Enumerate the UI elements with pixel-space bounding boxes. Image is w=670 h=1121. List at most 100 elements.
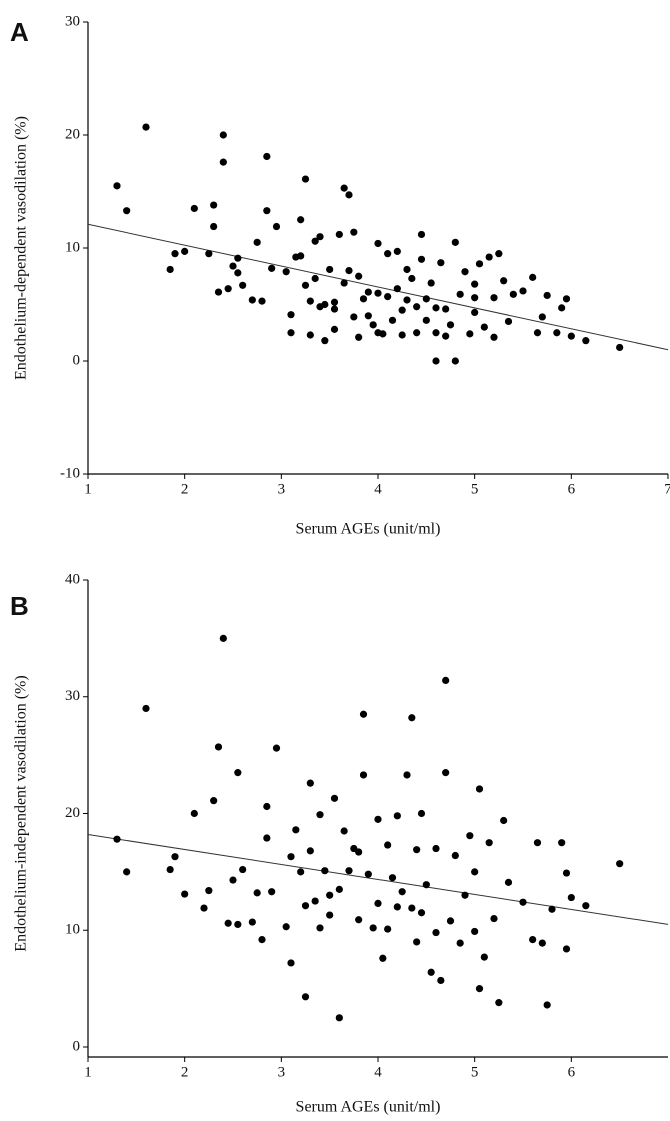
data-point <box>538 313 546 321</box>
data-point <box>562 295 571 303</box>
data-point <box>234 920 242 929</box>
y-axis-title: Endothelium-dependent vasodilation (%) <box>13 116 30 380</box>
data-point <box>282 268 290 276</box>
data-point <box>461 891 469 899</box>
data-point <box>379 954 387 962</box>
data-point <box>471 294 479 302</box>
data-point <box>509 290 517 298</box>
data-point <box>533 329 542 337</box>
data-point <box>558 839 566 847</box>
x-tick-label: 2 <box>181 1064 189 1080</box>
data-point <box>432 844 440 853</box>
data-point <box>234 254 242 262</box>
data-point <box>224 919 232 927</box>
data-point <box>355 272 363 280</box>
data-point <box>451 238 459 246</box>
x-tick-label: 1 <box>84 1064 92 1080</box>
data-point <box>268 264 276 272</box>
data-point <box>306 297 314 305</box>
regression-line <box>87 223 669 351</box>
data-point <box>248 918 256 926</box>
data-point <box>504 878 513 886</box>
data-point <box>388 874 397 882</box>
data-point <box>219 634 227 642</box>
data-point <box>345 867 353 875</box>
panel-label: B <box>10 591 29 621</box>
data-point <box>422 295 430 303</box>
data-point <box>301 902 310 910</box>
data-point <box>500 277 508 285</box>
data-point <box>417 255 426 263</box>
data-point <box>350 313 358 321</box>
data-point <box>529 273 537 281</box>
data-point <box>340 827 348 835</box>
data-point <box>321 300 329 309</box>
data-point <box>316 233 324 241</box>
x-tick-label: 1 <box>84 481 92 497</box>
data-point <box>239 865 247 874</box>
data-point <box>297 868 305 876</box>
data-point <box>321 337 329 345</box>
data-point <box>451 851 459 860</box>
data-point <box>355 333 363 341</box>
data-point <box>451 357 459 365</box>
data-point <box>519 287 527 295</box>
data-point <box>263 152 271 161</box>
data-point <box>210 797 218 805</box>
x-tick-label: 4 <box>374 481 382 497</box>
data-point <box>480 323 488 331</box>
x-tick-label: 3 <box>278 1064 286 1080</box>
x-tick-label: 5 <box>471 481 479 497</box>
data-point <box>408 714 416 722</box>
data-point <box>311 897 319 905</box>
data-point <box>229 876 237 884</box>
data-point <box>166 865 174 874</box>
data-point <box>403 771 411 779</box>
x-tick-label: 6 <box>568 481 576 497</box>
data-point <box>330 298 339 306</box>
x-tick-label: 6 <box>568 1064 576 1080</box>
data-point <box>301 175 310 183</box>
y-axis-title: Endothelium-independent vasodilation (%) <box>13 675 30 951</box>
data-point <box>359 710 368 718</box>
data-point <box>200 904 208 912</box>
data-point <box>582 902 590 910</box>
data-point <box>282 923 290 931</box>
data-point <box>374 289 382 297</box>
data-point <box>471 280 479 288</box>
data-point <box>490 294 498 302</box>
data-point <box>210 222 218 231</box>
data-point <box>475 785 484 793</box>
data-point <box>374 239 382 248</box>
data-point <box>326 891 334 899</box>
data-point <box>214 288 223 296</box>
data-point <box>355 848 363 856</box>
data-point <box>287 311 295 319</box>
data-point <box>403 296 411 304</box>
data-point <box>504 317 513 326</box>
data-point <box>417 230 426 239</box>
data-point <box>456 939 464 947</box>
data-point <box>301 281 310 289</box>
data-point <box>234 769 242 777</box>
data-point <box>330 325 339 333</box>
x-tick-label: 7 <box>664 481 670 497</box>
data-point <box>355 916 363 924</box>
data-point <box>219 131 227 139</box>
data-point <box>210 201 218 209</box>
data-point <box>253 238 261 246</box>
data-point <box>422 316 430 324</box>
data-point <box>398 331 406 339</box>
data-point <box>393 247 401 255</box>
data-point <box>369 321 377 329</box>
y-tick-label: 20 <box>65 805 80 821</box>
data-point <box>422 881 430 889</box>
data-point <box>446 917 455 925</box>
data-point <box>297 252 305 260</box>
panel-label: A <box>10 17 29 47</box>
data-point <box>480 953 488 961</box>
data-point <box>567 893 575 902</box>
data-point <box>287 959 295 967</box>
data-point <box>475 260 484 268</box>
data-point <box>330 305 339 313</box>
